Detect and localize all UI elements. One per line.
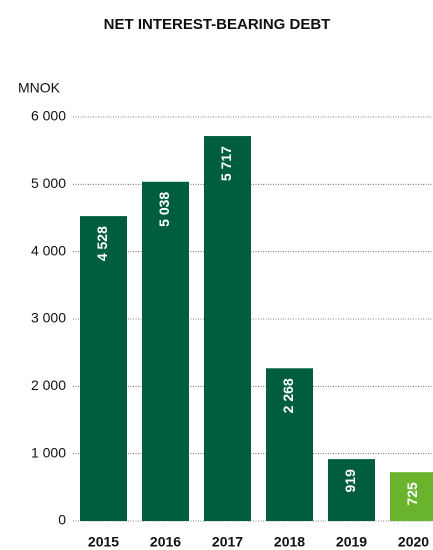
value-label: 725 (404, 482, 420, 506)
y-tick-label: 4 000 (31, 242, 66, 258)
y-tick-label: 2 000 (31, 377, 66, 393)
x-tick-label: 2015 (88, 534, 119, 550)
value-label: 4 528 (94, 226, 110, 261)
y-tick-label: 5 000 (31, 175, 66, 191)
y-tick-label: 1 000 (31, 444, 66, 460)
y-tick-label: 3 000 (31, 310, 66, 326)
y-axis-label: MNOK (18, 80, 61, 96)
x-tick-label: 2017 (212, 534, 243, 550)
bar (328, 459, 375, 521)
bar (390, 472, 433, 521)
x-tick-label: 2018 (274, 534, 305, 550)
x-tick-label: 2016 (150, 534, 181, 550)
y-tick-label: 0 (58, 512, 66, 528)
x-tick-label: 2019 (336, 534, 367, 550)
value-label: 2 268 (280, 378, 296, 413)
bar (204, 136, 251, 521)
bar (80, 216, 127, 521)
bar (266, 368, 313, 521)
bar (142, 181, 189, 522)
value-label: 919 (342, 469, 358, 493)
y-tick-label: 6 000 (31, 108, 66, 124)
x-tick-label: 2020 (398, 534, 429, 550)
value-label: 5 038 (156, 192, 172, 227)
value-label: 5 717 (218, 146, 234, 181)
chart-title: NET INTEREST-BEARING DEBT (104, 16, 331, 33)
